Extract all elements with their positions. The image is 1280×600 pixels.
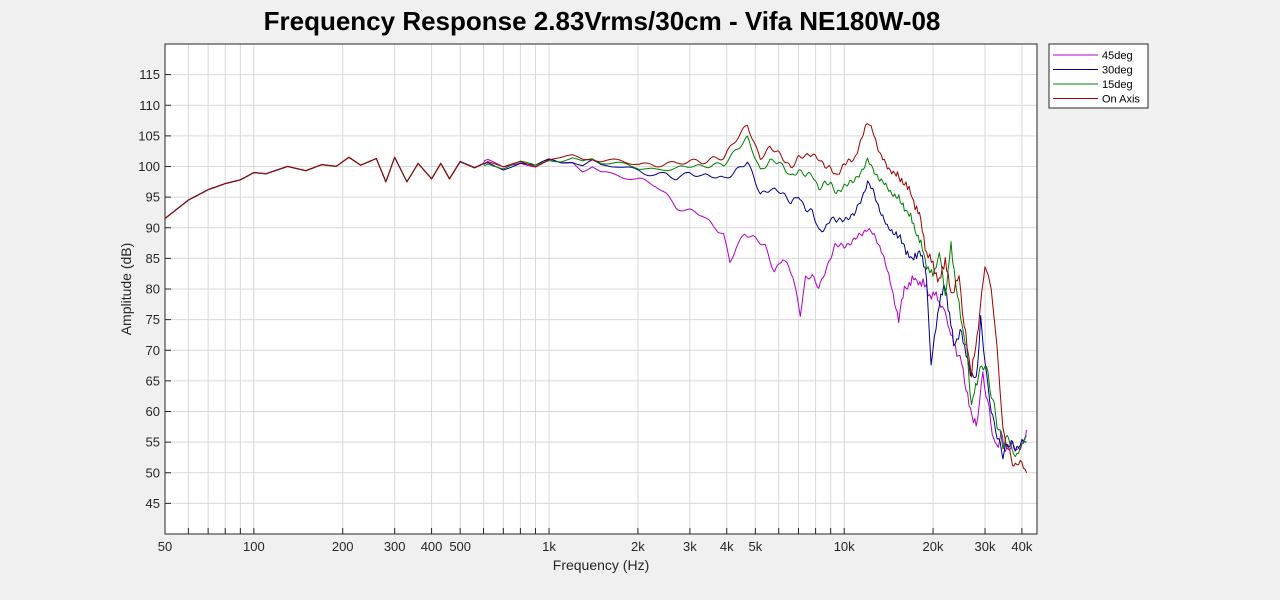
y-axis-label: Amplitude (dB)	[118, 243, 134, 336]
x-tick-label: 300	[384, 539, 406, 554]
y-tick-label: 100	[138, 159, 160, 174]
y-tick-label: 85	[146, 251, 160, 266]
x-tick-label: 50	[158, 539, 172, 554]
x-tick-label: 20k	[923, 539, 944, 554]
y-tick-label: 50	[146, 465, 160, 480]
x-tick-label: 10k	[834, 539, 855, 554]
series-lines	[164, 123, 1028, 473]
x-tick-label: 500	[449, 539, 471, 554]
legend-entry-label: 30deg	[1102, 65, 1133, 77]
x-tick-label: 400	[421, 539, 443, 554]
legend-entry-label: On Axis	[1102, 94, 1140, 106]
chart-title: Frequency Response 2.83Vrms/30cm - Vifa …	[264, 6, 941, 36]
y-tick-label: 95	[146, 190, 160, 205]
x-tick-label: 3k	[683, 539, 697, 554]
x-tick-label: 1k	[542, 539, 556, 554]
x-axis-label: Frequency (Hz)	[553, 557, 649, 573]
x-tick-label: 30k	[975, 539, 996, 554]
x-tick-label: 5k	[748, 539, 762, 554]
x-tick-label: 40k	[1011, 539, 1032, 554]
legend: 45deg 30deg 15deg On Axis	[1048, 43, 1149, 109]
y-tick-label: 65	[146, 373, 160, 388]
y-tick-label: 105	[138, 128, 160, 143]
y-tick-label: 75	[146, 312, 160, 327]
y-tick-label: 60	[146, 404, 160, 419]
y-tick-label: 115	[139, 67, 160, 82]
series-line-on-axis	[164, 123, 1028, 473]
x-tick-label: 4k	[720, 539, 734, 554]
x-tick-label: 100	[243, 539, 265, 554]
x-tick-label: 200	[332, 539, 354, 554]
x-tick-label: 2k	[631, 539, 645, 554]
y-tick-label: 110	[139, 98, 160, 113]
y-tick-label: 80	[146, 282, 160, 297]
y-tick-label: 45	[146, 496, 160, 511]
legend-entry-label: 15deg	[1102, 79, 1133, 91]
plot-frame	[164, 43, 1038, 535]
y-tick-label: 55	[146, 435, 160, 450]
y-tick-label: 70	[146, 343, 160, 358]
axis-ticks: 50 100 200 300 400 500 1k 2k 3k 4k 5k 10k 20k 30k 40k 4…	[138, 67, 1033, 554]
y-tick-label: 90	[146, 220, 160, 235]
legend-entry-label: 45deg	[1102, 50, 1133, 62]
